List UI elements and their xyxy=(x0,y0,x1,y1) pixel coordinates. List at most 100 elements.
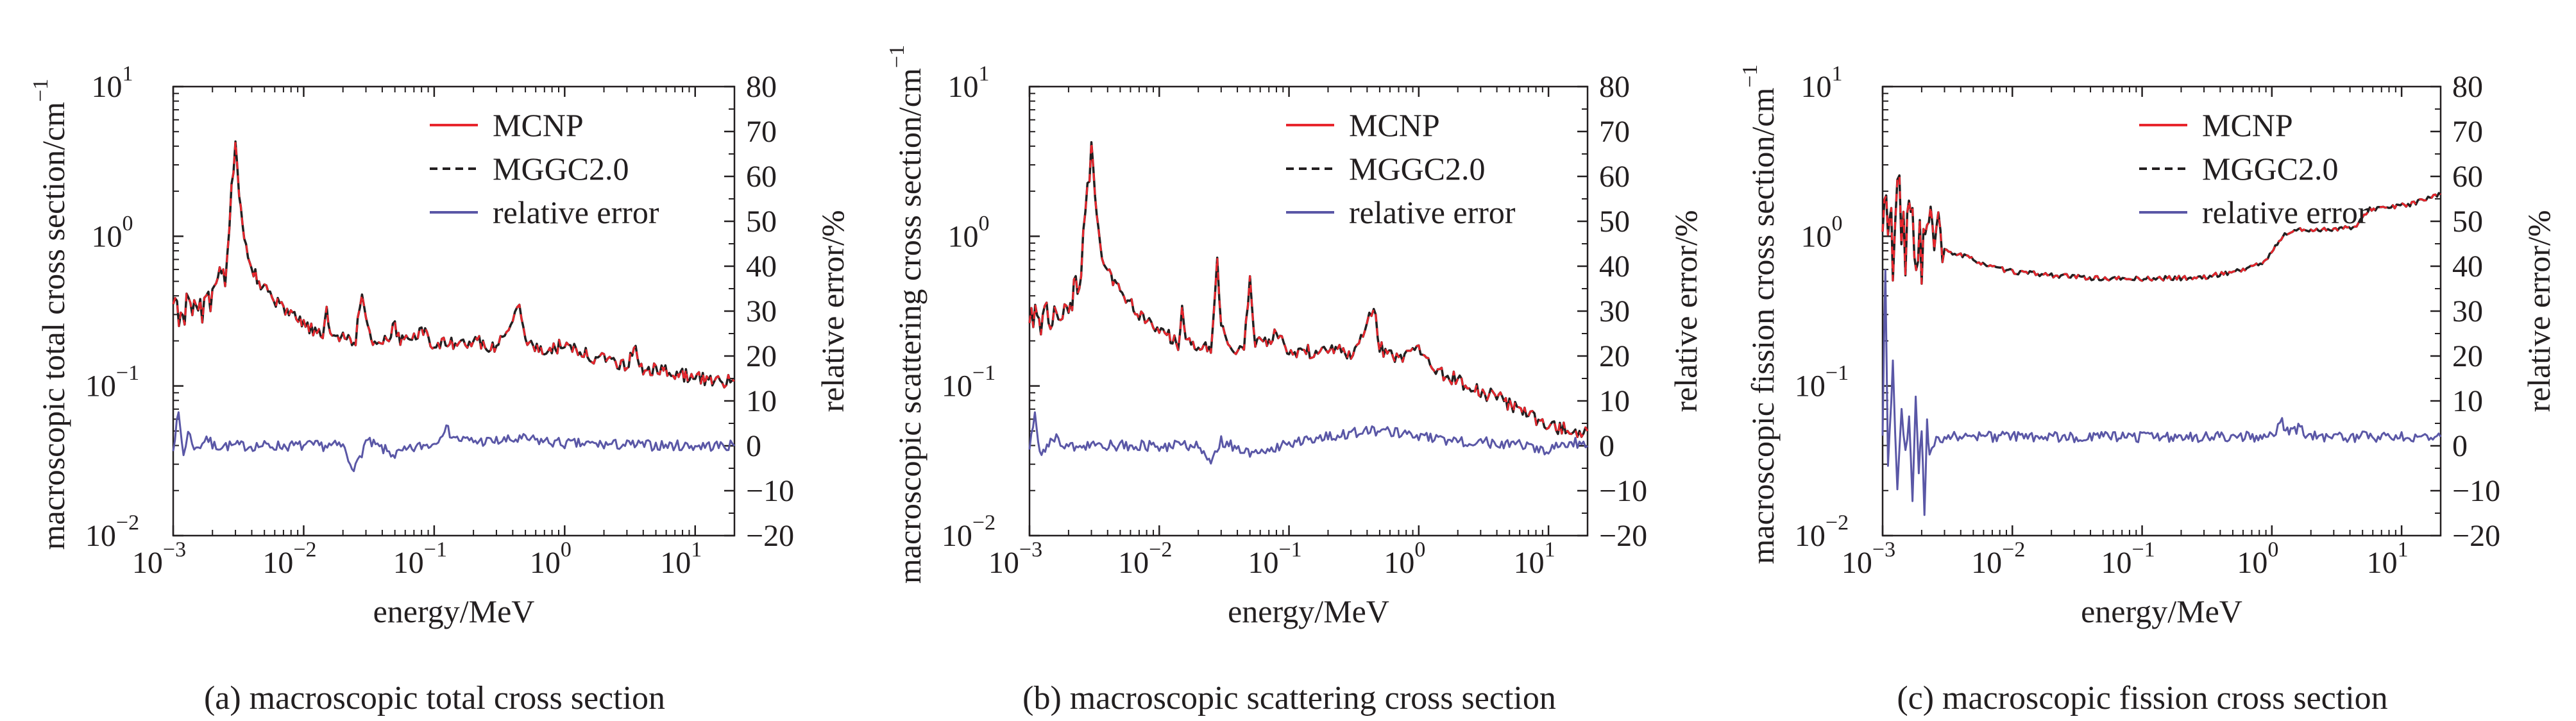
x-tick-label-exponent: −2 xyxy=(293,538,316,562)
y2-tick-label: −10 xyxy=(1599,474,1647,508)
y2-tick-label: 80 xyxy=(1599,70,1630,104)
y-tick-label-exponent: −1 xyxy=(116,361,139,385)
y2-tick-label: −10 xyxy=(746,474,794,508)
x-tick-label-base: 10 xyxy=(393,546,424,580)
y2-tick-label: 60 xyxy=(1599,160,1630,194)
y-tick-label-exponent: 1 xyxy=(1832,62,1843,86)
x-tick-label-base: 10 xyxy=(262,546,293,580)
x-tick-label-base: 10 xyxy=(1384,546,1414,580)
y-tick-label-exponent: 0 xyxy=(123,212,133,235)
x-tick-label-exponent: −3 xyxy=(163,538,186,562)
x-tick-label: 101 xyxy=(1514,538,1555,581)
y2-tick-label: 30 xyxy=(746,294,777,328)
y2-tick-label: 0 xyxy=(746,429,761,463)
chart-panel-c: 10−3 10−2 10−1 100 10110−210−1100101−20−1001… xyxy=(1738,62,2557,717)
panel-caption: (b) macroscopic scattering cross section xyxy=(1022,680,1556,717)
x-tick-label-exponent: −2 xyxy=(1149,538,1172,562)
y-tick-label-exponent: 0 xyxy=(979,212,990,235)
x-tick-label-base: 10 xyxy=(1118,546,1149,580)
y-axis-label-unit-exponent: −1 xyxy=(29,79,53,102)
y2-tick-label: 10 xyxy=(746,384,777,418)
x-tick-label: 101 xyxy=(2367,538,2409,581)
y2-tick-label: 60 xyxy=(746,160,777,194)
y2-tick-label: 80 xyxy=(746,70,777,104)
y-tick-label: 10−2 xyxy=(1795,511,1849,554)
y-tick-label-exponent: 1 xyxy=(123,62,133,86)
y2-tick-label: −20 xyxy=(746,519,794,553)
x-tick-label-exponent: −1 xyxy=(2131,538,2155,562)
legend-label: relative error xyxy=(493,194,659,230)
y2-tick-label: 20 xyxy=(2452,339,2483,373)
x-tick-label: 10−1 xyxy=(393,538,447,581)
y2-tick-label: 30 xyxy=(2452,294,2483,328)
series-mggc-line xyxy=(172,140,735,389)
y2-axis-label: relative error/% xyxy=(815,210,851,412)
y-tick-label-exponent: 1 xyxy=(979,62,990,86)
y-axis-label: macroscopic total cross section/cm−1 xyxy=(29,79,71,550)
chart-panel-a: 10−3 10−2 10−1 100 10110−210−1100101−20−1001… xyxy=(29,62,851,717)
y-tick-label: 10−1 xyxy=(85,361,139,403)
y-tick-label-base: 10 xyxy=(1795,369,1826,403)
x-tick-label: 10−2 xyxy=(1118,538,1172,581)
x-tick-label: 10−2 xyxy=(262,538,316,581)
plot-frame xyxy=(1881,85,2442,537)
x-tick-label-base: 10 xyxy=(1971,546,2002,580)
series-relative-error-line xyxy=(1028,411,1588,465)
x-tick-label-base: 10 xyxy=(2101,546,2131,580)
chart-panel-b: 10−3 10−2 10−1 100 10110−210−1100101−20−1001… xyxy=(885,45,1704,717)
y2-tick-label: 40 xyxy=(746,250,777,284)
y-tick-label-base: 10 xyxy=(92,219,123,253)
y2-tick-label: 10 xyxy=(1599,384,1630,418)
y2-tick-label: −10 xyxy=(2452,474,2500,508)
y2-axis-label: relative error/% xyxy=(1668,210,1704,412)
x-tick-label-exponent: −1 xyxy=(1278,538,1301,562)
y-tick-label-base: 10 xyxy=(85,519,116,553)
series-relative-error-line xyxy=(1881,269,2442,516)
x-tick-label: 100 xyxy=(530,538,572,581)
x-tick-label-base: 10 xyxy=(660,546,691,580)
y-tick-label: 10−1 xyxy=(1795,361,1849,403)
x-tick-label-exponent: 1 xyxy=(1545,538,1555,562)
legend: MCNP MGGC2.0 relative error xyxy=(430,107,659,230)
y-tick-label-exponent: 0 xyxy=(1832,212,1843,235)
x-tick-label-base: 10 xyxy=(1248,546,1278,580)
y2-axis-label: relative error/% xyxy=(2521,210,2557,412)
y2-tick-label: 40 xyxy=(1599,250,1630,284)
y-axis-label: macroscopic fission cross section/cm−1 xyxy=(1738,64,1781,564)
x-tick-label: 100 xyxy=(1384,538,1425,581)
y2-tick-label: −20 xyxy=(2452,519,2500,553)
x-tick-label-exponent: 0 xyxy=(1414,538,1425,562)
y2-tick-label: 70 xyxy=(2452,115,2483,149)
y-tick-label: 10−2 xyxy=(85,511,139,554)
x-axis-label: energy/MeV xyxy=(373,593,535,629)
x-tick-label-exponent: −2 xyxy=(2002,538,2025,562)
y-tick-label-exponent: −2 xyxy=(116,511,139,535)
x-tick-label-base: 10 xyxy=(530,546,561,580)
y-axis-label-unit-exponent: −1 xyxy=(1738,64,1762,87)
y-tick-label-base: 10 xyxy=(85,369,116,403)
y-tick-label-exponent: −1 xyxy=(1826,361,1849,385)
x-tick-label-exponent: −1 xyxy=(424,538,447,562)
x-tick-label-base: 10 xyxy=(2367,546,2398,580)
panel-caption: (c) macroscopic fission cross section xyxy=(1897,680,2387,717)
x-tick-label: 10−3 xyxy=(988,538,1042,581)
legend-label: relative error xyxy=(1349,194,1516,230)
y-axis-label-text: macroscopic scattering cross section/cm xyxy=(892,68,928,584)
x-axis-label: energy/MeV xyxy=(1228,593,1389,629)
series-mggc-line xyxy=(1028,140,1589,438)
legend: MCNP MGGC2.0 relative error xyxy=(1286,107,1516,230)
y2-tick-label: 20 xyxy=(1599,339,1630,373)
y-tick-label: 10−1 xyxy=(942,361,996,403)
y2-tick-label: 0 xyxy=(2452,429,2468,463)
y-tick-label: 100 xyxy=(92,212,133,254)
y2-tick-label: 0 xyxy=(1599,429,1614,463)
legend-label: relative error xyxy=(2202,194,2369,230)
y-tick-label-base: 10 xyxy=(1795,519,1826,553)
x-tick-label: 10−1 xyxy=(2101,538,2155,581)
x-tick-label-exponent: −3 xyxy=(1872,538,1895,562)
y-tick-label: 101 xyxy=(92,62,133,105)
x-tick-label-base: 10 xyxy=(1514,546,1545,580)
x-tick-label-exponent: 1 xyxy=(691,538,702,562)
y-tick-label: 101 xyxy=(1801,62,1843,105)
panel-caption: (a) macroscopic total cross section xyxy=(204,680,665,717)
